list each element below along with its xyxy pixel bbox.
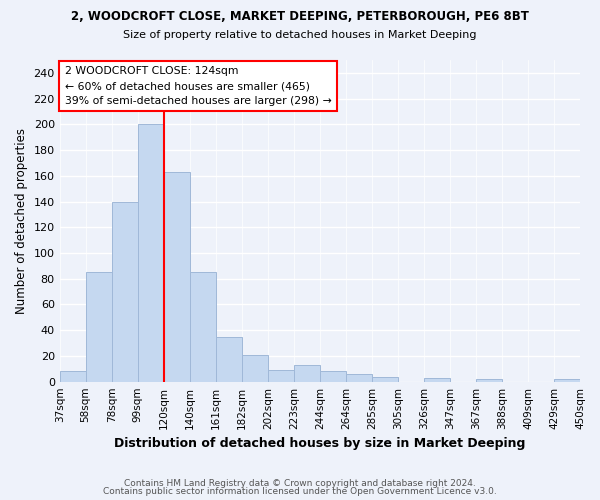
Bar — [216, 336, 242, 382]
Bar — [59, 372, 86, 382]
Y-axis label: Number of detached properties: Number of detached properties — [15, 128, 28, 314]
Text: 2, WOODCROFT CLOSE, MARKET DEEPING, PETERBOROUGH, PE6 8BT: 2, WOODCROFT CLOSE, MARKET DEEPING, PETE… — [71, 10, 529, 23]
Bar — [424, 378, 450, 382]
Text: Contains public sector information licensed under the Open Government Licence v3: Contains public sector information licen… — [103, 487, 497, 496]
Bar — [86, 272, 112, 382]
X-axis label: Distribution of detached houses by size in Market Deeping: Distribution of detached houses by size … — [114, 437, 526, 450]
Bar — [554, 379, 580, 382]
Bar — [294, 365, 320, 382]
Text: Size of property relative to detached houses in Market Deeping: Size of property relative to detached ho… — [123, 30, 477, 40]
Bar — [138, 124, 164, 382]
Bar — [476, 379, 502, 382]
Bar — [190, 272, 216, 382]
Bar — [164, 172, 190, 382]
Bar — [372, 376, 398, 382]
Bar — [112, 202, 138, 382]
Bar — [268, 370, 294, 382]
Text: Contains HM Land Registry data © Crown copyright and database right 2024.: Contains HM Land Registry data © Crown c… — [124, 478, 476, 488]
Bar — [346, 374, 372, 382]
Text: 2 WOODCROFT CLOSE: 124sqm
← 60% of detached houses are smaller (465)
39% of semi: 2 WOODCROFT CLOSE: 124sqm ← 60% of detac… — [65, 66, 332, 106]
Bar — [242, 354, 268, 382]
Bar — [320, 372, 346, 382]
